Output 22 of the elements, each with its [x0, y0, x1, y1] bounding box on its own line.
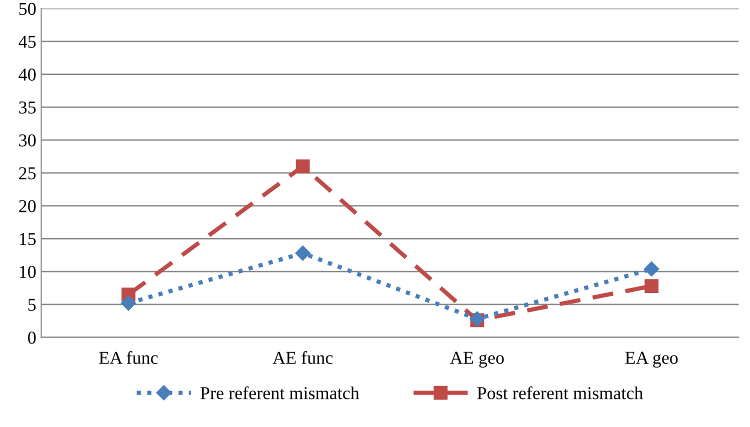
y-tick-label: 40 [18, 68, 36, 81]
x-tick-label: AE geo [450, 352, 504, 368]
point [295, 246, 310, 261]
y-tick-label: 35 [19, 101, 36, 114]
legend-label: Pre referent mismatch [200, 386, 360, 400]
y-tick-label: 0 [28, 332, 36, 344]
y-tick-label: 20 [19, 200, 36, 212]
y-tick-label: 50 [19, 2, 36, 15]
point [296, 159, 310, 174]
point [644, 261, 660, 277]
point [120, 296, 136, 311]
y-tick-label: 25 [19, 167, 36, 180]
y-tick-label: 10 [20, 266, 36, 278]
point [644, 279, 659, 293]
x-tick-label: EA geo [625, 352, 678, 368]
legend-label: Post referent mismatch [477, 386, 643, 400]
x-tick-label: AE func [272, 351, 333, 364]
y-tick-label: 5 [28, 298, 36, 311]
y-tick-label: 30 [19, 134, 36, 146]
y-tick-label: 45 [18, 36, 36, 48]
x-tick-label: EA func [99, 351, 158, 364]
y-tick-label: 15 [20, 233, 36, 246]
